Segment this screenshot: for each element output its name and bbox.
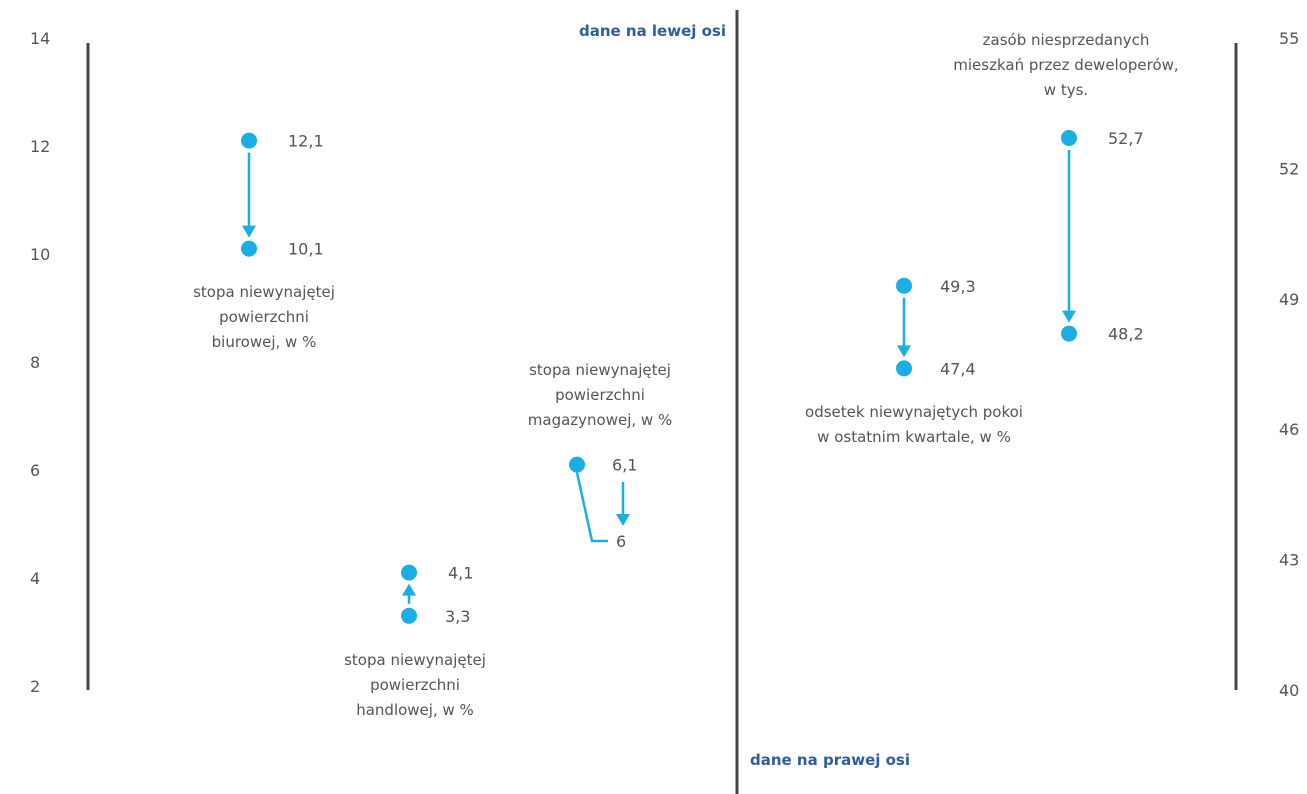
end-point xyxy=(401,564,417,581)
series-label-line: stopa niewynajętej xyxy=(193,283,335,301)
start-point xyxy=(569,456,585,473)
end-point xyxy=(1061,325,1077,342)
series-label-line: w tys. xyxy=(1044,81,1088,99)
series-3: 49,3 47,4 odsetek niewynajętych pokoi w ost… xyxy=(805,277,1023,446)
arrow-head-icon xyxy=(1062,310,1076,323)
chart-marks: 12,1 10,1 stopa niewynajętej powierzchni biu… xyxy=(193,31,1179,719)
arrow-head-icon xyxy=(616,514,630,526)
series-label-line: handlowej, w % xyxy=(356,701,474,719)
arrow-head-icon xyxy=(402,583,416,596)
series-label-line: powierzchni xyxy=(219,308,309,326)
series-2: 6,1 6 stopa niewynajętej powierzchni magazyn… xyxy=(528,361,672,551)
series-1: 3,3 4,1 stopa niewynajętej powierzchni handl… xyxy=(344,564,486,719)
right-tick-label: 43 xyxy=(1279,551,1299,570)
series-label-line: zasób niesprzedanych xyxy=(983,31,1150,49)
series-0: 12,1 10,1 stopa niewynajętej powierzchni biu… xyxy=(193,132,335,351)
series-label-line: stopa niewynajętej xyxy=(344,651,486,669)
left-axis-ticks: 2 4 6 8 10 12 14 xyxy=(30,29,50,696)
start-point xyxy=(401,607,417,624)
left-tick-label: 6 xyxy=(30,461,40,480)
start-point xyxy=(241,132,257,149)
left-tick-label: 12 xyxy=(30,137,50,156)
left-tick-label: 14 xyxy=(30,29,50,48)
start-value-label: 3,3 xyxy=(445,607,470,626)
start-point xyxy=(1061,129,1077,146)
left-tick-label: 2 xyxy=(30,677,40,696)
series-4: 52,7 48,2 zasób niesprzedanych mieszkań prz… xyxy=(953,31,1178,344)
start-value-label: 6,1 xyxy=(612,456,637,475)
end-value-label: 47,4 xyxy=(940,359,976,378)
right-tick-label: 40 xyxy=(1279,681,1299,700)
end-value-label: 4,1 xyxy=(448,564,473,583)
right-tick-label: 52 xyxy=(1279,159,1299,178)
series-label-line: mieszkań przez deweloperów, xyxy=(953,56,1178,74)
left-tick-label: 8 xyxy=(30,353,40,372)
right-tick-label: 46 xyxy=(1279,420,1299,439)
end-value-label: 48,2 xyxy=(1108,325,1144,344)
end-value-label: 10,1 xyxy=(288,240,324,259)
series-label-line: stopa niewynajętej xyxy=(529,361,671,379)
start-point xyxy=(896,277,912,294)
series-label-line: powierzchni xyxy=(555,386,645,404)
right-axis-ticks: 40 43 46 49 52 55 xyxy=(1279,29,1299,700)
end-point xyxy=(241,240,257,257)
series-label-line: odsetek niewynajętych pokoi xyxy=(805,403,1023,421)
left-tick-label: 10 xyxy=(30,245,50,264)
right-tick-label: 55 xyxy=(1279,29,1299,48)
left-axis-note: dane na lewej osi xyxy=(579,22,726,40)
end-point xyxy=(896,360,912,377)
start-value-label: 49,3 xyxy=(940,277,976,296)
right-tick-label: 49 xyxy=(1279,290,1299,309)
series-label-line: w ostatnim kwartale, w % xyxy=(817,428,1011,446)
series-label-line: powierzchni xyxy=(370,676,460,694)
arrow-head-icon xyxy=(897,345,911,358)
arrow-head-icon xyxy=(242,225,256,238)
series-label-line: magazynowej, w % xyxy=(528,411,672,429)
series-label-line: biurowej, w % xyxy=(212,333,317,351)
leader-line xyxy=(575,472,608,543)
start-value-label: 52,7 xyxy=(1108,129,1144,148)
right-axis-note: dane na prawej osi xyxy=(750,751,910,769)
end-value-label: 6 xyxy=(616,532,626,551)
start-value-label: 12,1 xyxy=(288,132,324,151)
left-tick-label: 4 xyxy=(30,569,40,588)
